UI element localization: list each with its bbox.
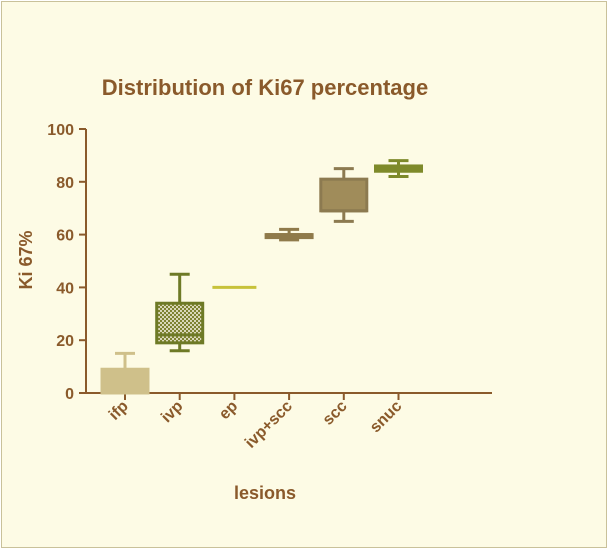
x-tick-label-scc: scc: [320, 398, 351, 429]
y-tick-label: 20: [56, 333, 74, 350]
y-tick-label: 60: [56, 228, 74, 245]
x-tick-label-ivp-scc: ivp+scc: [242, 398, 296, 452]
chart-title: Distribution of Ki67 percentage: [102, 75, 428, 100]
x-tick-label-ifp: ifp: [106, 398, 132, 424]
y-tick-label: 80: [56, 175, 74, 192]
y-axis-label: Ki 67%: [16, 230, 36, 289]
plot-area: 0 20 40 60 80 100 ifp ivp ep ivp+scc scc snuc: [47, 122, 492, 452]
y-tick-label: 0: [65, 386, 74, 403]
box-ivp: [155, 301, 205, 345]
x-tick-label-ep: ep: [216, 398, 241, 423]
y-tick-label: 100: [47, 122, 74, 139]
box-scc: [319, 177, 369, 213]
x-tick-label-ivp: ivp: [158, 398, 187, 427]
x-tick-label-snuc: snuc: [367, 398, 405, 436]
y-tick-label: 40: [56, 280, 74, 297]
x-axis-label: lesions: [234, 483, 296, 503]
box-ifp: [100, 367, 150, 395]
